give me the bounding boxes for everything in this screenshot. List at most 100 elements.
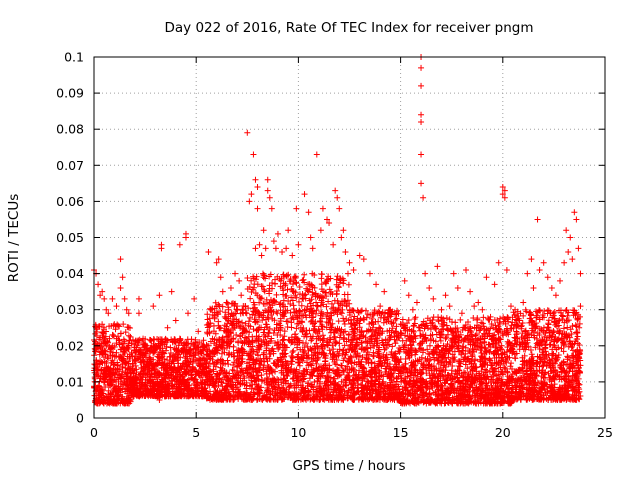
data-point-dense <box>120 321 127 328</box>
data-point-dense <box>188 371 195 378</box>
data-point-dense <box>106 323 113 330</box>
data-point-dense <box>127 325 134 332</box>
data-point-dense <box>233 322 240 329</box>
data-point-dense <box>335 318 342 325</box>
data-point-dense <box>198 387 205 394</box>
data-point-dense <box>93 332 100 339</box>
data-point-dense <box>220 339 227 346</box>
data-point-dense <box>144 377 151 383</box>
data-point-dense <box>158 365 165 372</box>
data-point-dense <box>281 328 288 335</box>
data-point-dense <box>91 341 98 348</box>
data-point-dense <box>183 341 190 348</box>
data-point-dense <box>111 361 118 368</box>
data-point-dense <box>292 331 299 338</box>
data-point-dense <box>91 392 98 399</box>
data-point-dense <box>132 353 139 360</box>
data-point-dense <box>319 332 326 339</box>
data-point-dense <box>131 367 138 374</box>
data-point-dense <box>112 326 119 333</box>
data-point-dense <box>216 336 223 343</box>
data-point-dense <box>224 382 231 389</box>
data-point-dense <box>204 342 211 349</box>
data-point-dense <box>150 386 157 393</box>
scatter-layer <box>91 54 584 407</box>
data-point-dense <box>110 379 117 386</box>
data-point-dense <box>123 397 130 404</box>
data-point-dense <box>110 322 117 329</box>
data-point-dense <box>115 370 122 377</box>
data-point-dense <box>130 370 137 377</box>
data-point-dense <box>272 280 279 287</box>
data-point-dense <box>206 360 213 367</box>
data-point-dense <box>183 362 190 369</box>
data-point-dense <box>111 385 118 392</box>
data-point-dense <box>244 275 251 282</box>
data-point-dense <box>167 344 174 351</box>
data-point-dense <box>132 390 139 397</box>
data-point-dense <box>113 400 120 407</box>
data-point-dense <box>205 390 212 397</box>
data-point-dense <box>212 388 219 395</box>
data-point-dense <box>198 381 205 388</box>
data-point-dense <box>139 354 146 361</box>
data-point-dense <box>108 345 115 352</box>
data-point-dense <box>124 324 131 331</box>
data-point-dense <box>426 390 433 397</box>
data-point-dense <box>128 350 135 357</box>
data-point-dense <box>166 385 173 392</box>
data-point-dense <box>192 382 199 389</box>
data-point-dense <box>135 389 142 396</box>
data-point-dense <box>283 272 290 279</box>
data-point-dense <box>198 349 205 356</box>
data-point-dense <box>240 391 247 398</box>
data-point-dense <box>206 330 213 337</box>
data-point-dense <box>147 336 154 343</box>
data-point-dense <box>330 346 337 353</box>
data-point-dense <box>142 363 149 370</box>
data-point-dense <box>217 364 224 371</box>
data-point-dense <box>132 375 139 382</box>
data-point-dense <box>213 309 220 316</box>
data-point-dense <box>177 354 184 361</box>
data-point-dense <box>203 358 210 365</box>
data-point-dense <box>102 333 109 340</box>
data-point-dense <box>192 349 199 356</box>
data-point-dense <box>171 375 178 382</box>
data-point-dense <box>230 367 237 374</box>
data-point-dense <box>274 310 281 317</box>
data-point-dense <box>159 362 166 369</box>
data-point-dense <box>114 366 121 373</box>
data-point-dense <box>138 359 145 366</box>
data-point-dense <box>91 375 98 382</box>
data-point-dense <box>224 320 231 327</box>
data-point-dense <box>100 329 107 336</box>
data-point-dense <box>231 396 238 403</box>
data-point-dense <box>145 393 152 400</box>
data-point-dense <box>175 389 182 396</box>
data-point-dense <box>153 390 160 397</box>
data-point-dense <box>105 355 112 362</box>
data-point-dense <box>187 350 194 357</box>
data-point-dense <box>193 368 200 375</box>
data-point-dense <box>221 349 228 356</box>
data-point-dense <box>108 359 115 366</box>
data-point-dense <box>183 379 190 386</box>
data-point-dense <box>132 338 139 345</box>
data-point-dense <box>122 400 129 407</box>
data-point-dense <box>173 345 180 352</box>
data-point-dense <box>167 364 174 371</box>
data-point-dense <box>120 336 127 343</box>
data-point-dense <box>111 321 118 328</box>
data-point-dense <box>480 314 487 321</box>
data-point-dense <box>161 356 168 363</box>
data-point-dense <box>125 332 132 339</box>
data-point-dense <box>158 384 165 391</box>
data-point-dense <box>228 338 235 345</box>
data-point-dense <box>174 373 181 380</box>
data-point-dense <box>109 331 116 338</box>
data-point-dense <box>210 322 217 329</box>
data-point-dense <box>110 370 117 377</box>
data-point-dense <box>138 376 145 383</box>
data-point-dense <box>97 334 104 341</box>
